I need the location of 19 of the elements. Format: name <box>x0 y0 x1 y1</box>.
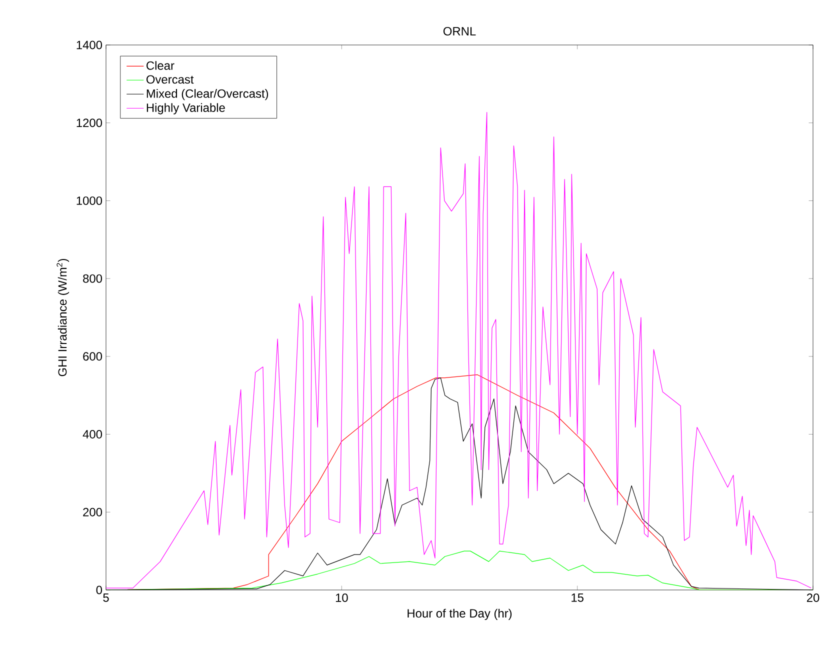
x-tick-label: 15 <box>572 594 584 602</box>
y-tick-label: 400 <box>82 430 102 438</box>
legend-label: Overcast <box>146 75 194 84</box>
x-tick-label: 5 <box>103 594 109 602</box>
y-tick-label: 600 <box>83 352 102 361</box>
y-tick-label: 800 <box>83 274 102 283</box>
y-tick-label: 0 <box>96 586 102 594</box>
legend-label: Highly Variable <box>146 103 225 114</box>
chart-title: ORNL <box>443 27 476 36</box>
legend-label: Clear <box>146 61 174 70</box>
x-tick-label: 10 <box>336 594 348 602</box>
legend-label: Mixed (Clear/Overcast) <box>146 89 268 100</box>
x-axis-title: Hour of the Day (hr) <box>408 608 512 620</box>
x-tick-label: 20 <box>806 594 820 602</box>
y-tick-label: 1200 <box>76 118 102 128</box>
y-tick-label: 1400 <box>76 40 102 50</box>
y-tick-label: 1000 <box>76 196 102 205</box>
y-axis-title: GHI Irradiance (W/m$^{2}$) <box>56 258 70 376</box>
y-tick-label: 200 <box>83 508 102 516</box>
